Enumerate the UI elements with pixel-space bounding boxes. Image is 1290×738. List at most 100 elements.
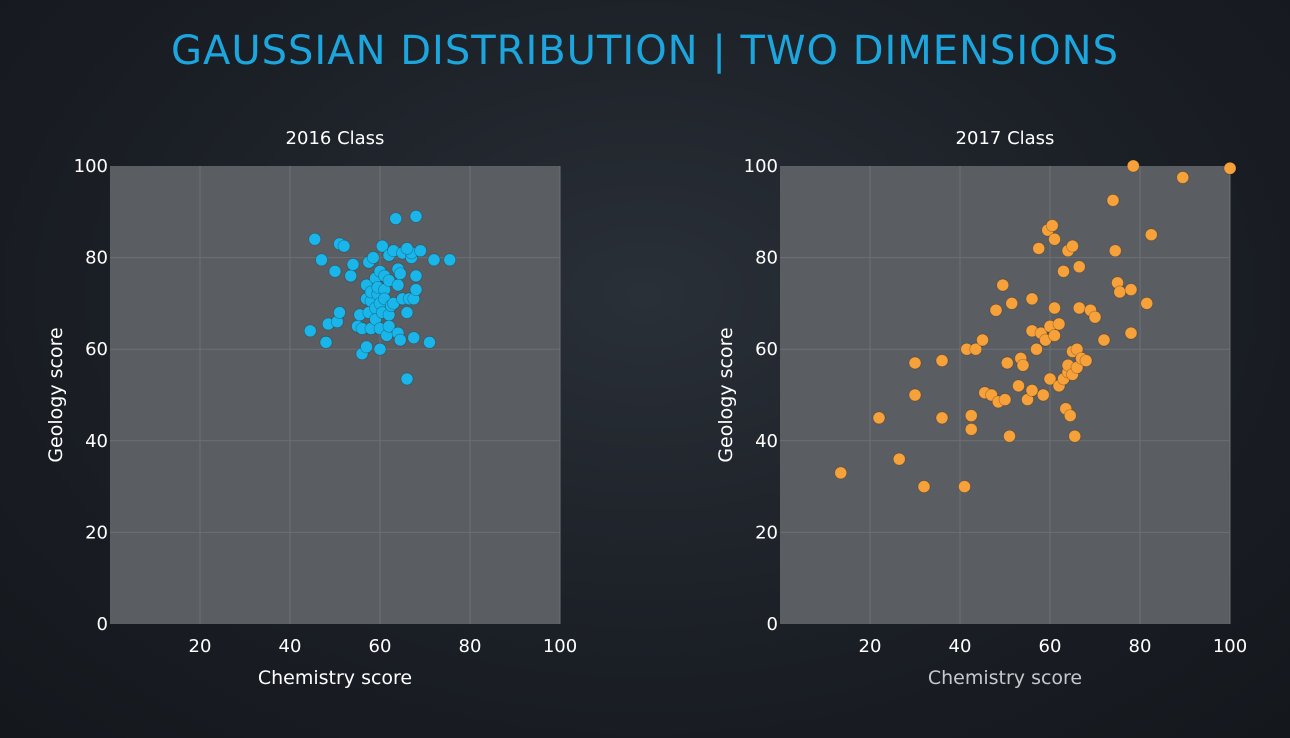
data-point (1025, 292, 1039, 306)
y-tick-label: 20 (85, 522, 108, 543)
data-point (834, 466, 848, 480)
x-tick-label: 80 (459, 636, 482, 657)
data-point (1140, 296, 1154, 310)
data-point (414, 244, 427, 258)
data-point (1108, 244, 1122, 258)
y-tick-label: 100 (744, 156, 778, 177)
data-point (319, 335, 333, 349)
chart-2016-class: 2016 Class 20 40 60 80 100 0 20 40 60 80 100 Chemist… (10, 118, 630, 698)
data-point (908, 356, 922, 370)
data-point (964, 409, 978, 423)
data-point (360, 340, 373, 354)
data-point (1043, 372, 1057, 386)
data-point (989, 303, 1003, 317)
data-point (393, 333, 407, 347)
data-point (400, 306, 414, 319)
data-point (1048, 329, 1061, 342)
chart-title: 2017 Class (956, 128, 1055, 149)
x-tick-label: 40 (279, 636, 302, 657)
data-point (935, 411, 949, 425)
data-point (303, 324, 317, 338)
data-points (834, 159, 1237, 494)
chart-2017-class: 2017 Class 20 40 60 80 100 0 20 40 60 80 100 Chemist… (680, 118, 1290, 698)
data-point (1012, 379, 1025, 393)
data-point (346, 258, 360, 271)
data-point (400, 242, 414, 255)
data-point (1068, 429, 1082, 443)
data-point (1066, 239, 1079, 253)
x-tick-label: 100 (543, 636, 577, 657)
data-point (1016, 358, 1030, 372)
data-point (1032, 242, 1046, 255)
x-tick-label: 80 (1129, 636, 1152, 657)
data-points (303, 209, 457, 386)
x-tick-label: 20 (859, 636, 882, 657)
data-point (1126, 159, 1140, 173)
data-point (1030, 342, 1043, 356)
y-tick-label: 80 (755, 248, 778, 269)
y-tick-label: 60 (755, 339, 778, 360)
x-tick-label: 60 (369, 636, 392, 657)
data-point (872, 411, 886, 425)
y-tick-label: 40 (85, 431, 108, 452)
page-title: GAUSSIAN DISTRIBUTION | TWO DIMENSIONS (171, 28, 1119, 74)
y-tick-label: 20 (755, 522, 778, 543)
data-point (935, 354, 949, 368)
data-point (1106, 193, 1120, 207)
data-point (917, 480, 931, 494)
data-point (1025, 384, 1039, 397)
data-point (427, 253, 441, 267)
data-point (409, 269, 423, 283)
data-point (1176, 171, 1190, 184)
data-point (1003, 429, 1016, 443)
data-point (333, 306, 346, 319)
y-tick-label: 80 (85, 248, 108, 269)
data-point (1223, 161, 1237, 175)
data-point (976, 333, 989, 347)
data-point (908, 388, 922, 402)
data-point (1088, 310, 1102, 324)
data-point (407, 331, 421, 345)
data-point (1097, 333, 1111, 347)
y-tick-label: 100 (74, 156, 108, 177)
data-point (1072, 301, 1086, 315)
y-tick-label: 40 (755, 431, 778, 452)
data-point (969, 342, 983, 356)
data-point (1036, 388, 1050, 402)
y-tick-label: 0 (97, 614, 108, 635)
data-point (391, 278, 405, 292)
data-point (400, 372, 414, 386)
data-point (996, 278, 1010, 292)
data-point (1063, 409, 1077, 423)
data-point (409, 283, 423, 297)
x-tick-label: 60 (1039, 636, 1062, 657)
data-point (443, 253, 457, 267)
x-axis-label: Chemistry score (258, 667, 412, 689)
data-point (998, 393, 1012, 406)
y-tick-label: 60 (85, 339, 108, 360)
data-point (1124, 326, 1138, 340)
y-tick-label: 0 (767, 614, 778, 635)
y-axis-label: Geology score (715, 327, 737, 462)
data-point (375, 239, 389, 253)
data-point (1057, 264, 1070, 278)
data-point (1005, 296, 1019, 310)
y-axis-label: Geology score (45, 327, 67, 462)
scatter-chart-2016: 2016 Class 20 40 60 80 100 0 20 40 60 80 100 Chemist… (45, 128, 577, 689)
data-point (315, 253, 328, 267)
data-point (344, 269, 358, 283)
scatter-chart-2017: 2017 Class 20 40 60 80 100 0 20 40 60 80 100 Chemist… (715, 128, 1247, 689)
data-point (1048, 232, 1061, 246)
data-point (423, 335, 436, 349)
data-point (1048, 301, 1061, 315)
chart-title: 2016 Class (286, 128, 385, 149)
data-point (1072, 260, 1086, 274)
data-point (393, 267, 407, 281)
data-point (1045, 219, 1059, 232)
x-tick-label: 100 (1213, 636, 1247, 657)
data-point (1124, 283, 1138, 297)
data-point (1144, 228, 1158, 242)
data-point (373, 342, 387, 356)
data-point (1000, 356, 1014, 370)
x-tick-label: 40 (949, 636, 972, 657)
